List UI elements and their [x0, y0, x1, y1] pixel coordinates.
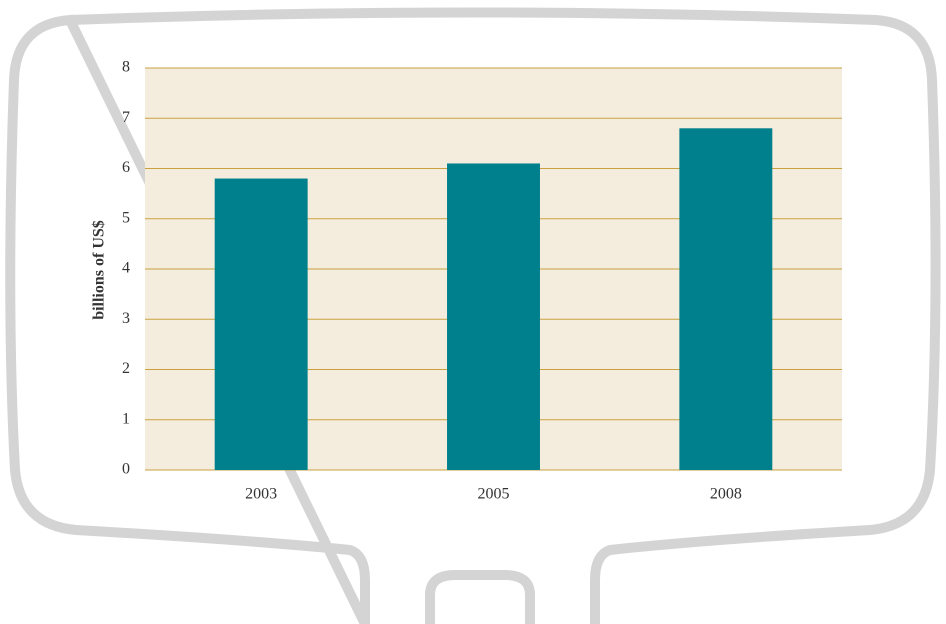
y-tick-label: 7	[122, 109, 130, 126]
x-tick-label: 2008	[710, 486, 742, 503]
y-tick-label: 0	[122, 461, 130, 478]
y-tick-label: 8	[122, 59, 130, 76]
y-tick-label: 5	[122, 209, 130, 226]
y-tick-label: 6	[122, 159, 130, 176]
bar	[679, 128, 773, 471]
bar	[447, 163, 540, 470]
y-tick-label: 1	[122, 410, 130, 427]
x-tick-label: 2005	[478, 486, 510, 503]
y-tick-label: 3	[122, 310, 130, 327]
y-axis-label: billions of US$	[91, 220, 108, 320]
y-tick-label: 2	[122, 360, 130, 377]
y-tick-label: 4	[122, 260, 130, 277]
bar	[214, 178, 308, 471]
x-tick-label: 2003	[245, 486, 277, 503]
